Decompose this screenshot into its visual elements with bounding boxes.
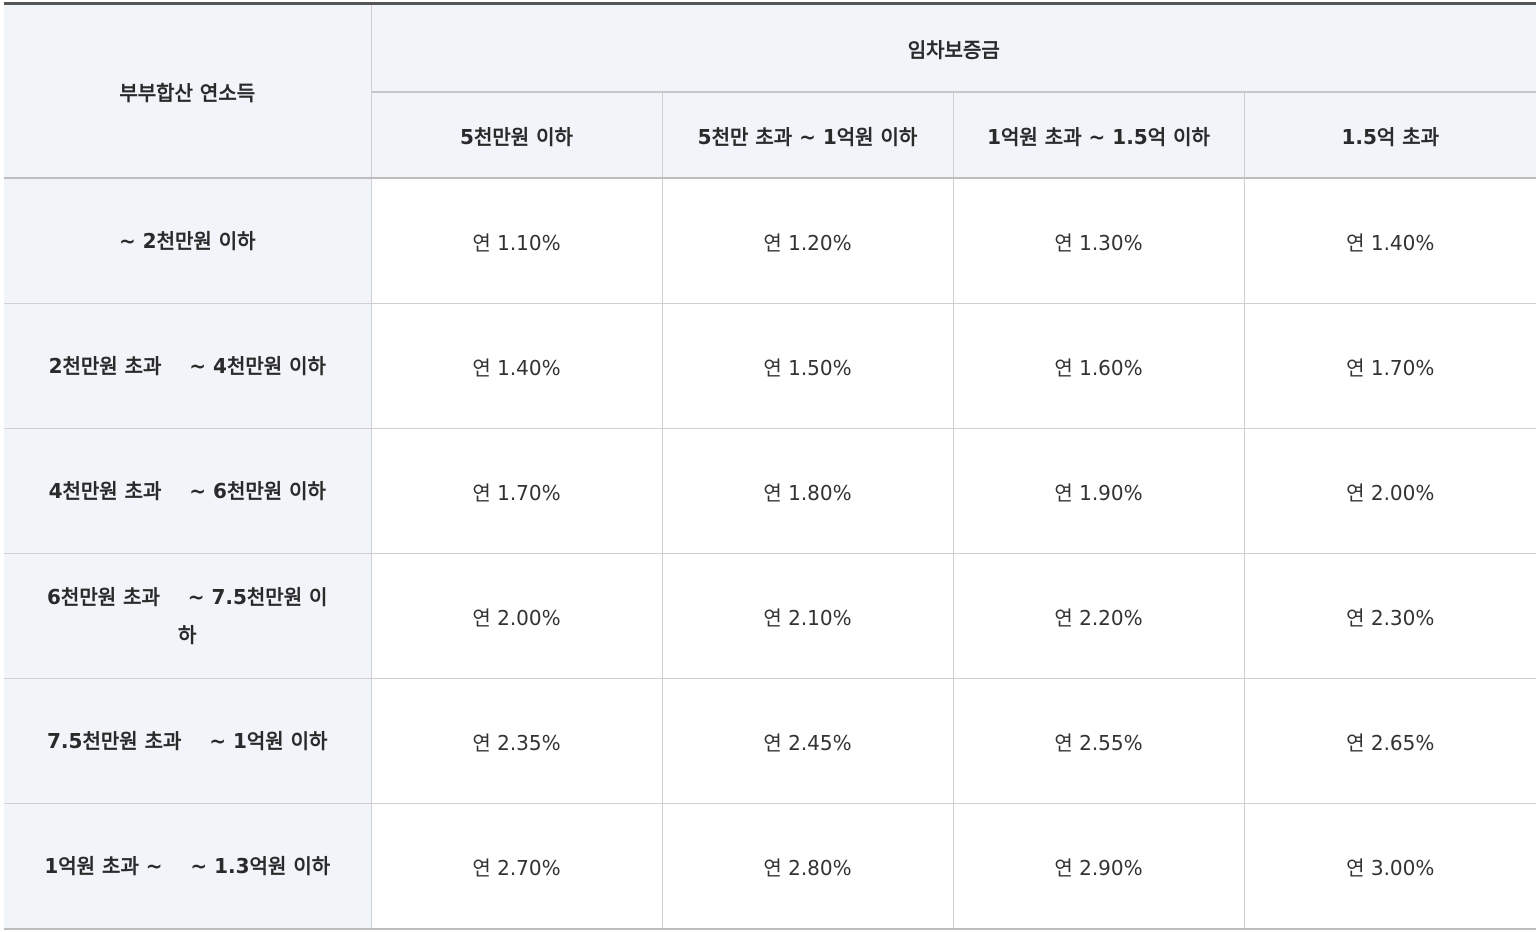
table-row: ~ 2천만원 이하 연 1.10% 연 1.20% 연 1.30% 연 1.40… (4, 177, 1536, 304)
income-range-label: 1억원 초과 ~ ~ 1.3억원 이하 (44, 854, 331, 878)
table-body: ~ 2천만원 이하 연 1.10% 연 1.20% 연 1.30% 연 1.40… (4, 177, 1536, 930)
rate-cell: 연 2.70% (370, 803, 663, 930)
income-range-label: 4천만원 초과 ~ 6천만원 이하 (48, 479, 326, 503)
table-row: 4천만원 초과 ~ 6천만원 이하 연 1.70% 연 1.80% 연 1.90… (4, 428, 1536, 554)
table-row: 1억원 초과 ~ ~ 1.3억원 이하 연 2.70% 연 2.80% 연 2.… (4, 803, 1536, 930)
rate-cell: 연 2.00% (370, 553, 663, 679)
rate-cell: 연 2.00% (1243, 428, 1536, 554)
rate-cell: 연 2.65% (1243, 678, 1536, 804)
deposit-band-header: 5천만 초과 ~ 1억원 이하 (661, 91, 954, 179)
table-row: 7.5천만원 초과 ~ 1억원 이하 연 2.35% 연 2.45% 연 2.5… (4, 678, 1536, 804)
rate-cell: 연 1.50% (661, 303, 954, 429)
deposit-band-header: 1억원 초과 ~ 1.5억 이하 (952, 91, 1245, 179)
rate-cell: 연 2.35% (370, 678, 663, 804)
rate-table-container: 부부합산 연소득 임차보증금 5천만원 이하 5천만 초과 ~ 1억원 이하 1… (4, 2, 1536, 930)
deposit-band-header: 5천만원 이하 (371, 91, 663, 179)
income-range-cell: 1억원 초과 ~ ~ 1.3억원 이하 (4, 803, 372, 930)
rate-cell: 연 1.80% (661, 428, 954, 554)
deposit-band-header: 1.5억 초과 (1243, 91, 1536, 179)
rate-cell: 연 3.00% (1243, 803, 1536, 930)
rate-cell: 연 2.90% (952, 803, 1245, 930)
rate-cell: 연 2.30% (1243, 553, 1536, 679)
income-range-label: 6천만원 초과 ~ 7.5천만원 이하 (47, 585, 328, 647)
rate-cell: 연 2.80% (661, 803, 954, 930)
rate-cell: 연 2.45% (661, 678, 954, 804)
rate-cell: 연 1.90% (952, 428, 1245, 554)
rate-cell: 연 2.10% (661, 553, 954, 679)
income-range-cell: 2천만원 초과 ~ 4천만원 이하 (4, 303, 372, 429)
rate-cell: 연 2.55% (952, 678, 1245, 804)
rate-cell: 연 1.40% (370, 303, 663, 429)
rate-cell: 연 1.70% (1243, 303, 1536, 429)
income-range-label: 2천만원 초과 ~ 4천만원 이하 (48, 354, 326, 378)
rate-cell: 연 1.10% (370, 177, 663, 304)
income-column-header: 부부합산 연소득 (4, 3, 372, 179)
income-range-label: ~ 2천만원 이하 (118, 229, 256, 253)
interest-rate-table: 부부합산 연소득 임차보증금 5천만원 이하 5천만 초과 ~ 1억원 이하 1… (4, 2, 1536, 930)
rate-cell: 연 1.30% (952, 177, 1245, 304)
rate-cell: 연 1.60% (952, 303, 1245, 429)
rate-cell: 연 1.20% (661, 177, 954, 304)
rate-cell: 연 1.40% (1243, 177, 1536, 304)
rate-cell: 연 2.20% (952, 553, 1245, 679)
income-range-label: 7.5천만원 초과 ~ 1억원 이하 (47, 729, 328, 753)
income-range-cell: 6천만원 초과 ~ 7.5천만원 이하 (4, 553, 372, 679)
deposit-group-header: 임차보증금 (370, 3, 1536, 93)
income-range-cell: 7.5천만원 초과 ~ 1억원 이하 (4, 678, 372, 804)
rate-cell: 연 1.70% (370, 428, 663, 554)
income-range-cell: ~ 2천만원 이하 (4, 177, 372, 304)
table-row: 2천만원 초과 ~ 4천만원 이하 연 1.40% 연 1.50% 연 1.60… (4, 303, 1536, 429)
table-row: 6천만원 초과 ~ 7.5천만원 이하 연 2.00% 연 2.10% 연 2.… (4, 553, 1536, 679)
income-range-cell: 4천만원 초과 ~ 6천만원 이하 (4, 428, 372, 554)
table-header: 부부합산 연소득 임차보증금 5천만원 이하 5천만 초과 ~ 1억원 이하 1… (4, 3, 1536, 179)
